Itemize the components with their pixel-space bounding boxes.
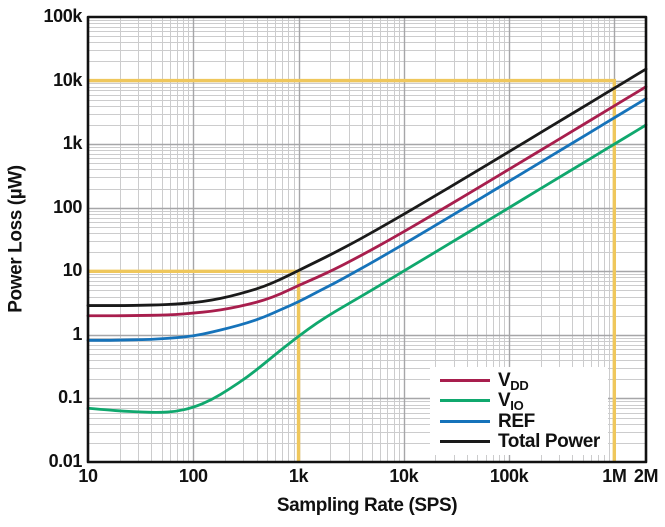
legend-label-total-power: Total Power (498, 431, 600, 453)
legend-item-vio: VIO (440, 391, 608, 412)
x-tick-label: 10 (78, 466, 98, 486)
legend-label-vdd: VDD (498, 369, 529, 393)
x-tick-label: 10k (389, 466, 419, 486)
total-power-line-swatch (440, 440, 490, 444)
x-tick-label: 1k (288, 466, 309, 486)
y-tick-label: 10 (62, 260, 83, 281)
y-tick-label: 10k (53, 69, 82, 90)
legend-item-ref: REF (440, 411, 608, 432)
y-tick-label: 100k (43, 6, 83, 27)
x-axis-title: Sampling Rate (SPS) (276, 495, 458, 516)
ref-line-swatch (440, 419, 490, 423)
x-tick-label: 100 (178, 466, 208, 486)
legend-label-vio: VIO (498, 390, 524, 414)
legend: VDD VIO REF Total Power (430, 367, 608, 455)
legend-item-vdd: VDD (440, 369, 608, 393)
vio-line-swatch (440, 399, 490, 403)
y-tick-label: 1k (62, 133, 83, 154)
legend-item-total-power: Total Power (440, 432, 608, 453)
y-tick-label: 100 (53, 196, 82, 217)
y-tick-label: 0.01 (48, 451, 83, 472)
vdd-line-swatch (440, 378, 490, 382)
x-tick-label: 1M (602, 466, 627, 486)
legend-label-ref: REF (498, 410, 535, 432)
y-tick-label: 1 (72, 323, 82, 344)
x-tick-label: 100k (489, 466, 529, 486)
y-tick-label: 0.1 (58, 387, 82, 408)
x-tick-label: 2M (633, 466, 659, 486)
y-axis-title: Power Loss (µW) (5, 165, 27, 313)
